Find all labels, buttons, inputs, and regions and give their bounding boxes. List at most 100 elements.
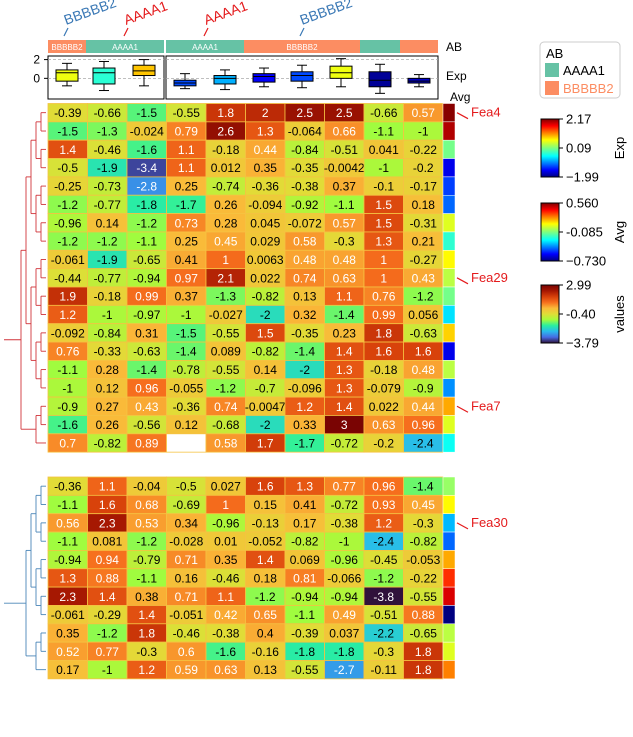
ab-segment-label: BBBBB2 bbox=[51, 43, 83, 52]
heatmap-cell-label: -1.6 bbox=[57, 418, 78, 432]
heatmap-cell-label: 0.71 bbox=[175, 553, 199, 567]
heatmap-cell-label: 1.8 bbox=[217, 106, 234, 120]
colorbar-tick-label: −0.730 bbox=[566, 254, 606, 269]
avg-annotation-cell bbox=[442, 121, 456, 141]
heatmap-cell-label: -1.2 bbox=[136, 535, 157, 549]
heatmap-cell-label: -2 bbox=[260, 308, 271, 322]
heatmap-cell-label: 1.3 bbox=[336, 381, 353, 395]
colorbar-tick-label: 2.17 bbox=[566, 112, 591, 127]
ab-top-label: BBBBB2 bbox=[298, 0, 355, 28]
exp-box bbox=[290, 71, 314, 82]
heatmap-cell-label: -0.29 bbox=[94, 608, 122, 622]
heatmap-cell-label: -0.79 bbox=[133, 553, 161, 567]
heatmap-cell-label: -2.7 bbox=[334, 663, 355, 677]
heatmap-cell-label: -0.25 bbox=[54, 180, 82, 194]
heatmap-cell-label: 0.77 bbox=[96, 645, 120, 659]
heatmap-cell-label: -1.2 bbox=[136, 216, 157, 230]
heatmap-cell-label: -0.94 bbox=[54, 553, 82, 567]
heatmap-cell-label: 0.42 bbox=[214, 608, 238, 622]
heatmap-cell-label: 0.13 bbox=[254, 663, 278, 677]
heatmap-cell-label: -1.9 bbox=[97, 253, 118, 267]
heatmap-cell-label: 1.2 bbox=[296, 400, 313, 414]
heatmap-cell-label: 0.01 bbox=[214, 535, 238, 549]
heatmap-cell-label: -1 bbox=[378, 161, 389, 175]
colorbar-tick-label: −1.99 bbox=[566, 170, 599, 185]
heatmap-cell-label: 0.027 bbox=[211, 480, 241, 494]
heatmap-cell-label: 0.77 bbox=[333, 480, 357, 494]
heatmap-cell-label: -1.6 bbox=[136, 143, 157, 157]
feature-label-connector bbox=[456, 112, 469, 120]
avg-annotation-cell bbox=[442, 495, 456, 514]
heatmap-cell-label: -0.052 bbox=[248, 535, 282, 549]
heatmap-cell-label: 0.34 bbox=[175, 516, 199, 530]
heatmap-cell-label: 1.2 bbox=[59, 308, 76, 322]
heatmap-cell-label: -0.82 bbox=[252, 345, 280, 359]
heatmap-cell-label: -0.5 bbox=[176, 480, 197, 494]
colorbar-tick-label: 0.09 bbox=[566, 141, 591, 156]
heatmap-cell-label: -0.51 bbox=[370, 608, 398, 622]
heatmap-cell-label: -0.68 bbox=[212, 418, 240, 432]
heatmap-cell-label: -1.6 bbox=[215, 645, 236, 659]
heatmap-cell-label: -1.3 bbox=[215, 290, 236, 304]
avg-annotation-cell bbox=[442, 286, 456, 306]
heatmap-cell-label: -0.82 bbox=[94, 436, 122, 450]
avg-annotation-cell bbox=[442, 586, 456, 606]
heatmap-cell-label: 0.96 bbox=[135, 381, 159, 395]
heatmap-cell-label: -1.1 bbox=[57, 498, 78, 512]
exp-label: Exp bbox=[446, 69, 467, 83]
heatmap-cell-label: -0.38 bbox=[291, 180, 319, 194]
heatmap-cell-label: 0.27 bbox=[96, 400, 120, 414]
heatmap-cell-label: 0.28 bbox=[214, 216, 238, 230]
heatmap-cell-label: -0.46 bbox=[94, 143, 122, 157]
heatmap-cell-label: -0.74 bbox=[212, 180, 240, 194]
heatmap-cell-label: 0.081 bbox=[92, 535, 122, 549]
heatmap-cell-label: 0.76 bbox=[372, 290, 396, 304]
heatmap-cell-label: -1.4 bbox=[176, 345, 197, 359]
heatmap-cell-label: 0.18 bbox=[254, 571, 278, 585]
heatmap-cell-label: 0.041 bbox=[369, 143, 399, 157]
heatmap-cell-label: 1 bbox=[222, 498, 229, 512]
heatmap-cell-label: 0.17 bbox=[56, 663, 80, 677]
heatmap-cell-label: 0.96 bbox=[412, 418, 436, 432]
heatmap-cell-label: 1.8 bbox=[415, 645, 432, 659]
heatmap-cell-label: 0.25 bbox=[175, 180, 199, 194]
heatmap-cell-label: -0.9 bbox=[413, 381, 434, 395]
heatmap-cell-label: -0.63 bbox=[133, 345, 161, 359]
heatmap-cell-label: 0.74 bbox=[214, 400, 238, 414]
heatmap-cell-label: 1.6 bbox=[375, 345, 392, 359]
heatmap-cell-label: -1 bbox=[339, 535, 350, 549]
heatmap-cell-label: -0.92 bbox=[291, 198, 319, 212]
heatmap-cell-label: 1.7 bbox=[257, 436, 274, 450]
heatmap-cell-label: 1.1 bbox=[336, 290, 353, 304]
heatmap-cell-label: -0.3 bbox=[136, 645, 157, 659]
heatmap-cell-label: -0.46 bbox=[173, 626, 201, 640]
heatmap-cell-label: -0.35 bbox=[291, 326, 319, 340]
colorbar-tick-label: −3.79 bbox=[566, 336, 599, 351]
heatmap-cell-label: 0.16 bbox=[175, 571, 199, 585]
heatmap-cell-label: 0.7 bbox=[59, 436, 76, 450]
row-dendrogram bbox=[20, 112, 46, 444]
feature-label-connector bbox=[456, 405, 469, 413]
avg-annotation-cell bbox=[442, 268, 456, 288]
heatmap-cell-label: 0.96 bbox=[372, 480, 396, 494]
heatmap-cell-label: -2 bbox=[299, 363, 310, 377]
heatmap-cell-label: 0.089 bbox=[211, 345, 241, 359]
heatmap-cell-label: 0.44 bbox=[412, 400, 436, 414]
heatmap-cell-label: 1.2 bbox=[138, 663, 155, 677]
heatmap-cell-label: -0.39 bbox=[291, 626, 319, 640]
heatmap-cell-label: -1.1 bbox=[136, 571, 157, 585]
heatmap-cell-label: 1.6 bbox=[99, 498, 116, 512]
heatmap-cell-label: -0.024 bbox=[130, 125, 164, 139]
heatmap-cell-label: 1 bbox=[380, 253, 387, 267]
heatmap-cell-label: 0.037 bbox=[329, 626, 359, 640]
heatmap-cell-label: 0.99 bbox=[372, 308, 396, 322]
ab-annotation-segment bbox=[400, 40, 438, 53]
heatmap-cell-label: -1.7 bbox=[176, 198, 197, 212]
heatmap-cell-label: 1.3 bbox=[296, 480, 313, 494]
heatmap-cell-label: -1.2 bbox=[373, 571, 394, 585]
heatmap-cell-label: 0.25 bbox=[175, 235, 199, 249]
heatmap-cell-label: 0.56 bbox=[56, 516, 80, 530]
heatmap-cell-label: -1 bbox=[102, 663, 113, 677]
heatmap-cell-label: -0.061 bbox=[51, 253, 85, 267]
heatmap-cell-label: -0.97 bbox=[133, 308, 161, 322]
